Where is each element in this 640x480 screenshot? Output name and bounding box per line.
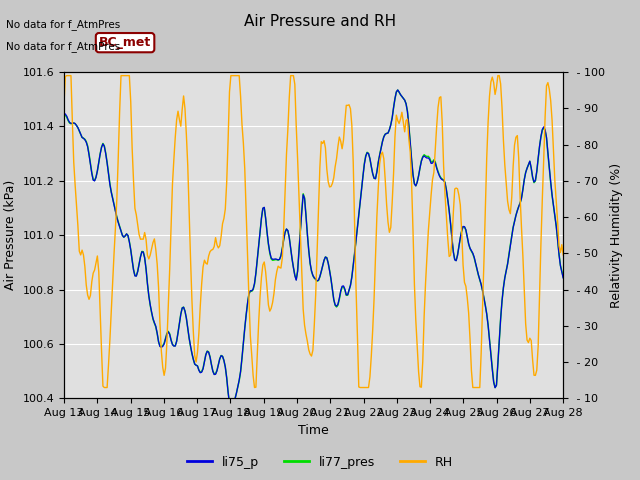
Text: BC_met: BC_met	[99, 36, 151, 49]
Text: No data for f_AtmPres: No data for f_AtmPres	[6, 41, 121, 52]
Y-axis label: Air Pressure (kPa): Air Pressure (kPa)	[4, 180, 17, 290]
Text: Air Pressure and RH: Air Pressure and RH	[244, 14, 396, 29]
Legend: li75_p, li77_pres, RH: li75_p, li77_pres, RH	[182, 451, 458, 474]
X-axis label: Time: Time	[298, 424, 329, 437]
Y-axis label: Relativity Humidity (%): Relativity Humidity (%)	[611, 163, 623, 308]
Text: No data for f_AtmPres: No data for f_AtmPres	[6, 19, 121, 30]
